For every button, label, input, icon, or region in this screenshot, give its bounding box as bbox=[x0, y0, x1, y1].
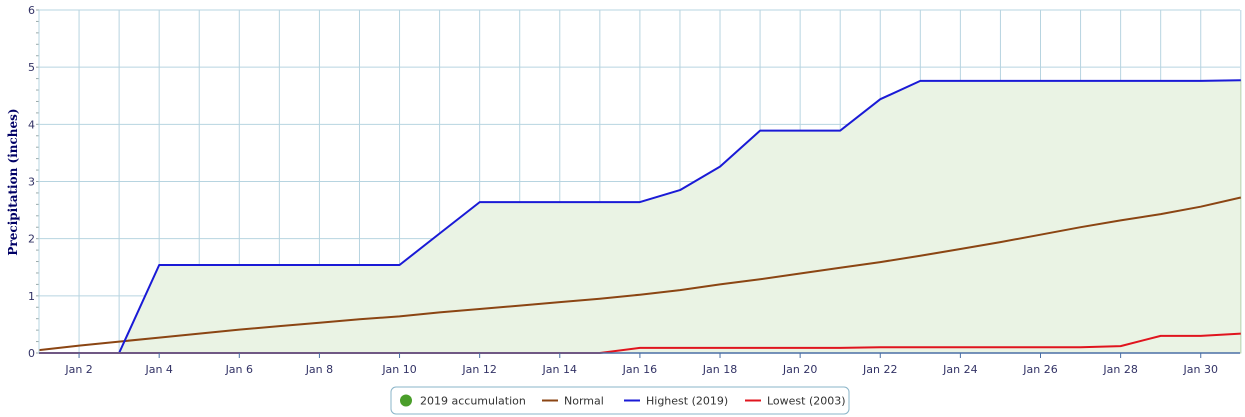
x-tick-label: Jan 20 bbox=[782, 363, 817, 376]
legend-label: Highest (2019) bbox=[646, 395, 728, 408]
x-tick-label: Jan 12 bbox=[461, 363, 496, 376]
chart-legend: 2019 accumulation Normal Highest (2019) Low… bbox=[390, 386, 850, 415]
x-tick-label: Jan 18 bbox=[702, 363, 737, 376]
y-tick-label: 1 bbox=[28, 290, 35, 303]
x-tick-label: Jan 10 bbox=[381, 363, 416, 376]
x-tick-label: Jan 22 bbox=[862, 363, 897, 376]
x-tick-label: Jan 16 bbox=[622, 363, 657, 376]
x-tick-label: Jan 26 bbox=[1022, 363, 1057, 376]
y-tick-label: 5 bbox=[28, 61, 35, 74]
y-tick-label: 6 bbox=[28, 4, 35, 17]
y-tick-label: 0 bbox=[28, 347, 35, 360]
x-tick-labels: Jan 2 Jan 4 Jan 6 Jan 8 Jan 10 Jan 12 Jan 14 Ja… bbox=[64, 353, 1218, 376]
x-tick-label: Jan 4 bbox=[144, 363, 172, 376]
y-tick-label: 2 bbox=[28, 233, 35, 246]
legend-label: Lowest (2003) bbox=[767, 395, 846, 408]
legend-label: 2019 accumulation bbox=[420, 395, 526, 408]
y-tick-labels: 0 1 2 3 4 5 6 bbox=[28, 4, 35, 360]
series-line-highest-2019 bbox=[39, 79, 1241, 354]
y-tick-label: 4 bbox=[28, 118, 35, 131]
legend-box bbox=[390, 386, 850, 415]
x-tick-label: Jan 28 bbox=[1102, 363, 1137, 376]
y-tick-label: 3 bbox=[28, 176, 35, 189]
legend-label: Normal bbox=[564, 395, 604, 408]
x-tick-label: Jan 24 bbox=[942, 363, 977, 376]
legend-symbol-2019-accumulation bbox=[400, 394, 412, 407]
x-tick-label: Jan 30 bbox=[1183, 363, 1218, 376]
y-axis-title: Precipitation (inches) bbox=[6, 108, 20, 255]
x-tick-label: Jan 8 bbox=[305, 363, 333, 376]
x-tick-label: Jan 6 bbox=[225, 363, 253, 376]
x-tick-label: Jan 14 bbox=[542, 363, 577, 376]
x-tick-label: Jan 2 bbox=[64, 363, 92, 376]
series-line-normal bbox=[38, 196, 1242, 352]
